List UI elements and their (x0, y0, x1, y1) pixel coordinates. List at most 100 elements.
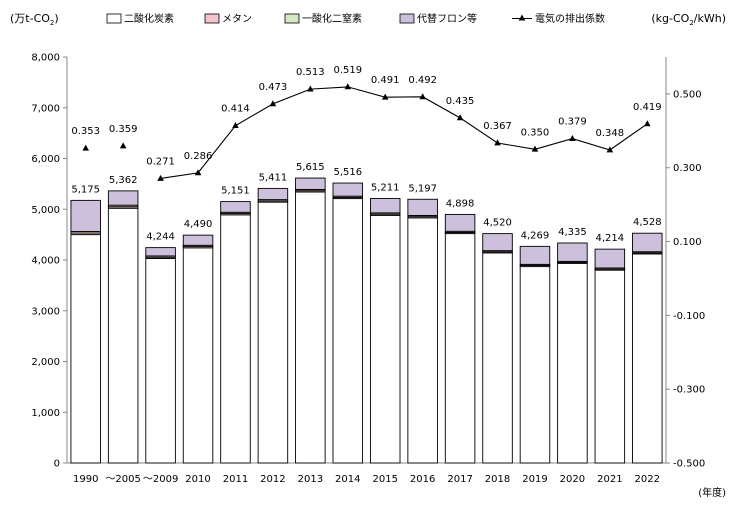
left-tick-label: 8,000 (31, 53, 60, 64)
left-tick-label: 5,000 (31, 205, 60, 216)
bar-segment-fluorocarbons (220, 201, 251, 213)
emission-factor-label: 0.513 (296, 67, 325, 78)
emission-factor-point (157, 174, 164, 181)
emission-factor-point (494, 139, 501, 146)
bar-segment-fluorocarbons (332, 182, 364, 197)
emission-factor-label: 0.348 (596, 128, 625, 139)
bar-segment-fluorocarbons (257, 187, 289, 201)
emission-factor-label: 0.350 (521, 127, 550, 138)
bar-segment-co2 (295, 191, 326, 464)
emission-factor-point (232, 122, 239, 129)
bar-segment-co2 (257, 201, 289, 464)
right-tick-label: 0.100 (673, 237, 702, 248)
legend-fluorocarbons-label: 代替フロン等 (417, 12, 477, 25)
bar-segment-fluorocarbons (632, 232, 663, 253)
bar-segment-co2 (557, 263, 588, 464)
bar-segment-co2 (145, 258, 176, 464)
x-tick-label: 2011 (223, 474, 248, 485)
left-tick-label: 1,000 (31, 408, 60, 419)
x-tick-label: ～2009 (143, 474, 178, 485)
emission-factor-label: 0.286 (184, 151, 213, 162)
emission-factor-point (119, 142, 127, 149)
x-tick-label: 2018 (485, 474, 510, 485)
emission-factor-point (344, 83, 352, 90)
bar-total-label: 4,214 (596, 233, 625, 244)
legend-emission-factor-label: 電気の排出係数 (535, 12, 605, 25)
x-tick-label: 2014 (335, 474, 360, 485)
right-tick-label: -0.100 (673, 311, 705, 322)
emission-factor-line (160, 86, 648, 179)
right-unit-label: (kg-CO2/kWh) (651, 12, 726, 27)
bar-segment-fluorocarbons (482, 233, 513, 252)
bar-segment-co2 (482, 252, 513, 464)
bar-segment-co2 (70, 234, 101, 464)
x-tick-label: 2020 (560, 474, 585, 485)
x-tick-label: 2012 (260, 474, 285, 485)
right-tick-label: 0.300 (673, 163, 702, 174)
bar-total-label: 5,362 (109, 175, 138, 186)
emission-factor-label: 0.414 (221, 104, 250, 115)
legend-fluorocarbons-swatch (399, 13, 415, 24)
right-tick-label: 0.500 (673, 89, 702, 100)
emission-factor-point (643, 120, 651, 127)
emission-factor-point (569, 134, 576, 141)
bar-segment-co2 (369, 214, 401, 464)
emission-factor-point (456, 114, 464, 121)
x-unit-label: (年度) (698, 486, 726, 499)
bar-segment-co2 (519, 266, 551, 464)
emission-factor-point (381, 93, 389, 100)
bar-total-label: 5,615 (296, 162, 325, 173)
right-tick-label: -0.300 (673, 385, 705, 396)
legend-co2-swatch (106, 13, 122, 24)
bar-segment-fluorocarbons (70, 199, 101, 232)
emission-factor-label: 0.473 (259, 82, 288, 93)
legend-line-marker (518, 14, 526, 21)
bar-total-label: 5,197 (408, 183, 437, 194)
emission-factor-label: 0.419 (633, 102, 662, 113)
emission-factor-label: 0.491 (371, 75, 400, 86)
bar-segment-fluorocarbons (145, 247, 176, 257)
x-tick-label: 2016 (410, 474, 435, 485)
bar-segment-fluorocarbons (519, 245, 551, 265)
left-tick-label: 4,000 (31, 256, 60, 267)
bar-total-label: 5,151 (221, 186, 250, 197)
emission-factor-label: 0.492 (408, 75, 437, 86)
legend-n2o-swatch (284, 13, 300, 24)
emission-factor-point (606, 146, 614, 153)
bar-segment-co2 (444, 233, 476, 464)
emission-factor-point (269, 100, 277, 107)
left-tick-label: 3,000 (31, 306, 60, 317)
bar-segment-fluorocarbons (182, 234, 214, 246)
bar-segment-co2 (107, 207, 139, 464)
bar-segment-co2 (220, 214, 251, 464)
bar-total-label: 4,269 (521, 230, 550, 241)
emission-factor-label: 0.379 (558, 117, 587, 128)
bar-segment-fluorocarbons (107, 190, 139, 206)
bar-segment-fluorocarbons (369, 198, 401, 214)
x-tick-label: 2019 (522, 474, 547, 485)
bar-total-label: 5,175 (71, 184, 100, 195)
left-tick-label: 6,000 (31, 154, 60, 165)
emission-factor-label: 0.353 (71, 126, 100, 137)
x-tick-label: 2013 (298, 474, 323, 485)
right-tick-label: -0.500 (673, 459, 705, 470)
bar-total-label: 4,335 (558, 227, 587, 238)
emission-factor-point (82, 144, 90, 151)
bar-segment-co2 (332, 198, 364, 464)
bar-segment-co2 (182, 247, 214, 464)
x-tick-label: 1990 (73, 474, 98, 485)
bar-segment-fluorocarbons (407, 198, 438, 216)
emission-factor-label: 0.435 (446, 96, 475, 107)
emission-factor-point (307, 85, 314, 92)
x-tick-label: 2021 (597, 474, 622, 485)
bar-segment-fluorocarbons (594, 248, 626, 269)
bar-total-label: 4,528 (633, 217, 662, 228)
bar-total-label: 4,898 (446, 198, 475, 209)
bar-segment-co2 (632, 253, 663, 464)
legend-n2o-label: 一酸化二窒素 (302, 12, 362, 25)
bar-total-label: 5,411 (259, 172, 288, 183)
legend-methane-swatch (204, 13, 220, 24)
bar-segment-co2 (407, 217, 438, 464)
